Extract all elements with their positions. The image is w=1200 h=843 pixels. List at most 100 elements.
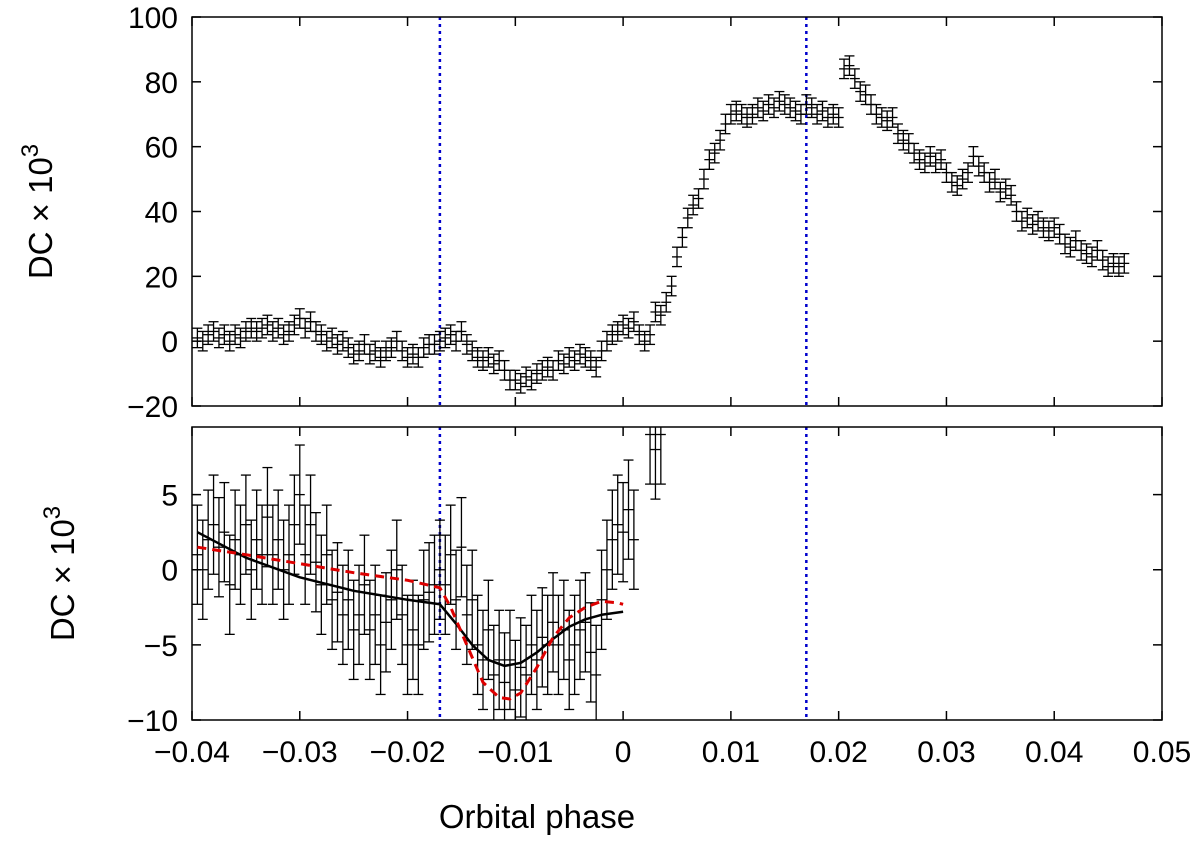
top-panel: −20 0 20 40 60 80 100 DC × 103 — [17, 2, 1163, 424]
top-data-point-164 — [1076, 240, 1087, 261]
top-data-point-92 — [688, 194, 699, 216]
top-data-point-50 — [461, 334, 472, 355]
top-data-point-42 — [418, 337, 429, 359]
bottom-data-point-55 — [488, 624, 499, 720]
top-data-point-34 — [375, 346, 386, 368]
top-data-point-157 — [1038, 217, 1049, 239]
top-data-point-77 — [607, 324, 618, 346]
x-tick-label: 0 — [615, 736, 632, 769]
top-data-point-140 — [946, 171, 957, 193]
top-data-point-71 — [575, 343, 585, 365]
top-y-tick-label: 60 — [145, 132, 178, 165]
bottom-data-point-48 — [451, 549, 462, 651]
bottom-plot-frame — [191, 426, 1163, 721]
bottom-data-point-36 — [386, 549, 397, 651]
top-data-point-119 — [833, 107, 844, 128]
top-data-point-128 — [882, 110, 893, 132]
top-data-point-51 — [467, 340, 478, 362]
top-data-point-14 — [267, 321, 278, 342]
bottom-data-point-0 — [192, 504, 203, 605]
bottom-data-point-19 — [294, 444, 305, 545]
x-tick-label: −0.02 — [370, 736, 446, 769]
x-tick-label: 0.04 — [1025, 736, 1083, 769]
top-data-point-32 — [364, 343, 375, 365]
top-data-point-99 — [725, 103, 736, 125]
top-data-point-100 — [731, 100, 742, 122]
bottom-data-point-56 — [494, 609, 505, 711]
top-data-point-114 — [806, 97, 817, 119]
top-y-axis-title-exponent: 3 — [17, 144, 44, 157]
top-data-point-9 — [240, 321, 251, 342]
top-data-point-12 — [257, 317, 268, 339]
top-data-point-143 — [963, 162, 973, 183]
top-data-point-39 — [402, 346, 413, 368]
bottom-data-point-70 — [569, 594, 580, 696]
top-data-point-158 — [1043, 220, 1054, 242]
top-data-point-168 — [1097, 249, 1108, 271]
top-data-point-141 — [952, 175, 963, 196]
top-data-point-108 — [774, 90, 785, 112]
top-data-point-67 — [553, 350, 564, 371]
top-y-tick-label: 20 — [145, 261, 178, 294]
bottom-data-point-44 — [429, 534, 440, 636]
bottom-data-point-60 — [515, 617, 526, 718]
top-data-point-47 — [445, 324, 456, 346]
bottom-data-point-71 — [575, 579, 585, 681]
top-data-point-62 — [526, 369, 537, 391]
top-data-point-28 — [343, 337, 354, 359]
top-data-layer — [192, 55, 1130, 394]
top-data-point-101 — [736, 103, 747, 125]
top-data-point-24 — [321, 330, 332, 352]
bottom-data-point-45 — [434, 519, 445, 620]
top-data-point-131 — [898, 129, 909, 151]
top-data-point-25 — [327, 327, 338, 349]
top-data-point-107 — [769, 97, 779, 119]
top-data-point-130 — [892, 123, 903, 145]
bottom-data-point-30 — [354, 564, 365, 666]
bottom-data-point-43 — [424, 542, 435, 643]
top-data-point-23 — [316, 324, 327, 346]
top-data-point-88 — [666, 275, 677, 297]
bottom-data-point-41 — [413, 594, 424, 696]
top-data-point-53 — [478, 350, 488, 371]
top-data-point-117 — [822, 107, 833, 128]
top-data-point-61 — [521, 366, 532, 388]
top-data-point-118 — [828, 103, 839, 125]
bottom-data-point-82 — [645, 427, 656, 485]
top-data-point-104 — [752, 97, 763, 119]
bottom-data-point-53 — [478, 609, 488, 711]
bottom-data-point-32 — [364, 579, 375, 681]
top-data-point-72 — [580, 346, 591, 368]
bottom-series-0 — [192, 427, 666, 720]
top-data-point-63 — [531, 363, 542, 384]
x-tick-label: 0.01 — [702, 736, 760, 769]
bottom-data-point-28 — [343, 549, 354, 651]
top-data-point-150 — [1000, 178, 1011, 200]
top-data-point-90 — [677, 227, 688, 248]
top-data-point-106 — [763, 94, 774, 115]
top-data-point-52 — [472, 346, 483, 368]
top-data-point-156 — [1033, 210, 1044, 232]
top-data-point-44 — [429, 334, 440, 355]
top-data-point-2 — [203, 324, 214, 346]
top-data-point-147 — [984, 171, 995, 193]
top-data-point-60 — [515, 372, 526, 394]
top-data-point-110 — [785, 97, 796, 119]
top-data-point-166 — [1086, 246, 1097, 268]
bottom-data-point-26 — [332, 542, 343, 643]
top-data-point-73 — [585, 350, 596, 371]
bottom-data-point-20 — [300, 504, 311, 605]
top-data-point-161 — [1060, 233, 1070, 255]
bottom-data-point-47 — [445, 504, 456, 605]
top-data-point-126 — [871, 103, 882, 125]
bottom-data-point-80 — [623, 459, 634, 560]
bottom-data-point-31 — [359, 534, 370, 636]
top-data-point-162 — [1065, 236, 1076, 258]
bottom-data-point-14 — [267, 504, 278, 605]
bottom-data-point-61 — [521, 624, 532, 720]
bottom-data-point-64 — [537, 587, 548, 688]
bottom-data-point-50 — [461, 564, 472, 666]
bottom-model-line-1 — [196, 531, 624, 668]
top-data-point-11 — [251, 321, 262, 342]
top-data-point-59 — [510, 369, 521, 391]
